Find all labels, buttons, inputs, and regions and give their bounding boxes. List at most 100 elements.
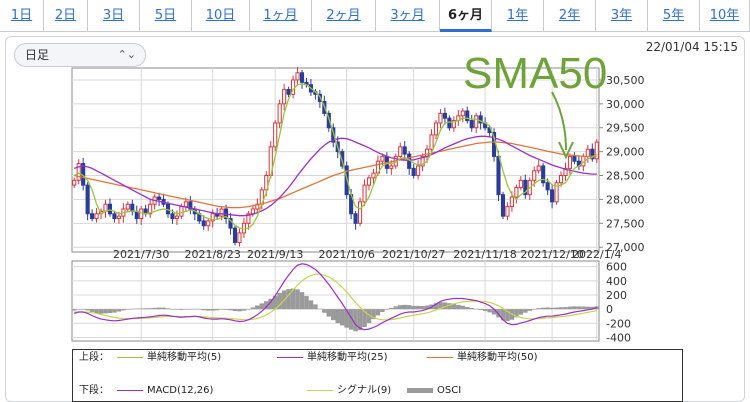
osci-bar	[523, 309, 528, 313]
candle-body	[509, 196, 514, 208]
osci-bar	[183, 309, 189, 310]
osci-bar	[174, 309, 180, 310]
candle-body	[532, 170, 537, 181]
osci-bar	[554, 307, 559, 310]
osci-bar	[107, 309, 113, 314]
osci-bar	[299, 292, 305, 310]
candle-body	[116, 215, 121, 220]
candle-body	[358, 201, 363, 224]
interval-select-value: 日足	[25, 48, 50, 62]
candle-body	[174, 215, 180, 220]
macd-plot-frame	[71, 260, 600, 342]
osci-bar	[304, 296, 309, 310]
osci-bar	[121, 309, 126, 311]
tab-5[interactable]: 1ヶ月	[250, 0, 312, 32]
x-tick-label: 2021/9/13	[247, 248, 303, 261]
osci-bar	[259, 303, 265, 310]
osci-bar	[433, 303, 439, 310]
tab-8[interactable]: 6ヶ月	[440, 0, 492, 32]
price-tick-label: 29,000	[606, 146, 645, 159]
price-tick-label: 27,500	[606, 217, 645, 230]
tab-0[interactable]: 1日	[0, 0, 44, 32]
osci-bar	[572, 306, 577, 310]
sma50-annotation: SMA50	[463, 49, 607, 98]
osci-bar	[549, 307, 555, 310]
x-tick-label: 2022/1/4	[572, 248, 621, 261]
tab-3[interactable]: 5日	[140, 0, 192, 32]
osci-bar	[205, 309, 211, 311]
legend-swatch-sma25	[277, 356, 303, 358]
osci-bar	[384, 309, 390, 310]
osci-bar	[362, 309, 367, 328]
candle-body	[416, 165, 421, 177]
legend-text-sma50: 単純移動平均(50)	[457, 352, 538, 363]
x-tick-label: 2021/7/30	[113, 248, 169, 261]
legend-swatch-sma50	[427, 356, 453, 358]
osci-bar	[567, 306, 573, 310]
candle-body	[241, 222, 247, 234]
candle-body	[362, 184, 367, 203]
osci-bar	[214, 309, 220, 311]
osci-bar	[540, 307, 546, 310]
osci-bar	[505, 309, 510, 321]
osci-bar	[237, 309, 242, 312]
candle-body	[433, 122, 439, 136]
osci-bar	[420, 306, 425, 310]
legend-item-sma25: 単純移動平均(25)	[277, 350, 388, 366]
candle-body	[353, 213, 358, 224]
candle-body	[429, 134, 434, 150]
tab-1[interactable]: 2日	[44, 0, 88, 32]
tab-6[interactable]: 2ヶ月	[312, 0, 376, 32]
price-tick-label: 29,500	[606, 122, 645, 135]
tab-12[interactable]: 5年	[648, 0, 700, 32]
candle-body	[277, 103, 282, 124]
osci-bar	[491, 309, 497, 315]
candle-body	[295, 72, 300, 81]
candle-body	[237, 232, 242, 243]
candle-body	[201, 220, 206, 227]
candle-body	[219, 208, 224, 217]
candle-body	[500, 194, 506, 217]
candle-body	[523, 179, 528, 196]
candle-body	[442, 112, 447, 119]
interval-select[interactable]: 日足 ⌃⌄	[14, 43, 146, 67]
tab-4[interactable]: 10日	[192, 0, 250, 32]
osci-bar	[89, 309, 95, 312]
osci-bar	[335, 309, 340, 324]
legend-swatch-osci	[407, 387, 433, 393]
tab-2[interactable]: 3日	[88, 0, 140, 32]
candle-body	[469, 120, 474, 129]
candle-body	[402, 146, 407, 155]
candle-body	[496, 155, 501, 196]
osci-bar	[514, 309, 519, 318]
osci-bar	[344, 309, 349, 328]
candle-body	[90, 213, 95, 220]
osci-bar	[165, 308, 171, 310]
osci-bar	[424, 305, 430, 310]
macd-tick-label: 200	[606, 289, 627, 302]
osci-bar	[473, 308, 479, 310]
tab-11[interactable]: 3年	[596, 0, 648, 32]
osci-bar	[460, 305, 466, 310]
x-tick-label: 2021/10/27	[382, 248, 445, 261]
candle-body	[590, 148, 595, 160]
osci-bar	[246, 309, 251, 310]
price-tick-label: 27,000	[606, 241, 645, 254]
tab-9[interactable]: 1年	[492, 0, 544, 32]
osci-bar	[112, 309, 117, 313]
candle-body	[210, 213, 215, 222]
osci-bar	[161, 307, 166, 310]
period-tabs: 1日 2日 3日 5日 10日 1ヶ月 2ヶ月 3ヶ月 6ヶ月 1年 2年 3年 5年 10年	[0, 0, 750, 32]
osci-bar	[563, 307, 568, 310]
osci-bar	[558, 307, 564, 310]
osci-bar	[277, 292, 282, 310]
tab-7[interactable]: 3ヶ月	[376, 0, 440, 32]
osci-bar	[331, 309, 336, 321]
tab-10[interactable]: 2年	[544, 0, 596, 32]
legend-text-signal: シグナル(9)	[337, 385, 392, 396]
candle-body	[299, 72, 305, 83]
osci-bar	[353, 309, 358, 332]
price-tick-label: 30,000	[606, 98, 645, 111]
candle-body	[103, 203, 108, 212]
osci-bar	[500, 309, 506, 321]
